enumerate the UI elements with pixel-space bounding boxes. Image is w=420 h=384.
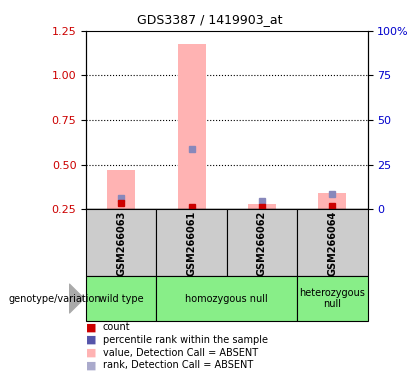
Text: value, Detection Call = ABSENT: value, Detection Call = ABSENT	[103, 348, 258, 358]
Text: ■: ■	[86, 360, 97, 370]
Text: homozygous null: homozygous null	[185, 293, 268, 304]
Text: genotype/variation: genotype/variation	[8, 293, 101, 304]
Text: heterozygous
null: heterozygous null	[299, 288, 365, 310]
Bar	[107, 170, 135, 209]
Text: GSM266062: GSM266062	[257, 210, 267, 275]
Text: GSM266064: GSM266064	[327, 210, 337, 275]
Text: GDS3387 / 1419903_at: GDS3387 / 1419903_at	[137, 13, 283, 26]
Bar	[248, 204, 276, 209]
Text: GSM266063: GSM266063	[116, 210, 126, 275]
Bar	[227, 209, 297, 276]
Bar	[297, 209, 368, 276]
Polygon shape	[69, 284, 84, 313]
Bar	[86, 209, 156, 276]
Text: ■: ■	[86, 348, 97, 358]
Bar	[178, 44, 206, 209]
Text: wild type: wild type	[99, 293, 144, 304]
Bar	[156, 209, 227, 276]
Bar	[156, 276, 297, 321]
Text: rank, Detection Call = ABSENT: rank, Detection Call = ABSENT	[103, 360, 253, 370]
Bar	[86, 276, 156, 321]
Text: ■: ■	[86, 335, 97, 345]
Text: count: count	[103, 322, 131, 332]
Text: percentile rank within the sample: percentile rank within the sample	[103, 335, 268, 345]
Bar	[297, 276, 368, 321]
Text: ■: ■	[86, 322, 97, 332]
Text: GSM266061: GSM266061	[186, 210, 197, 275]
Bar	[318, 193, 346, 209]
